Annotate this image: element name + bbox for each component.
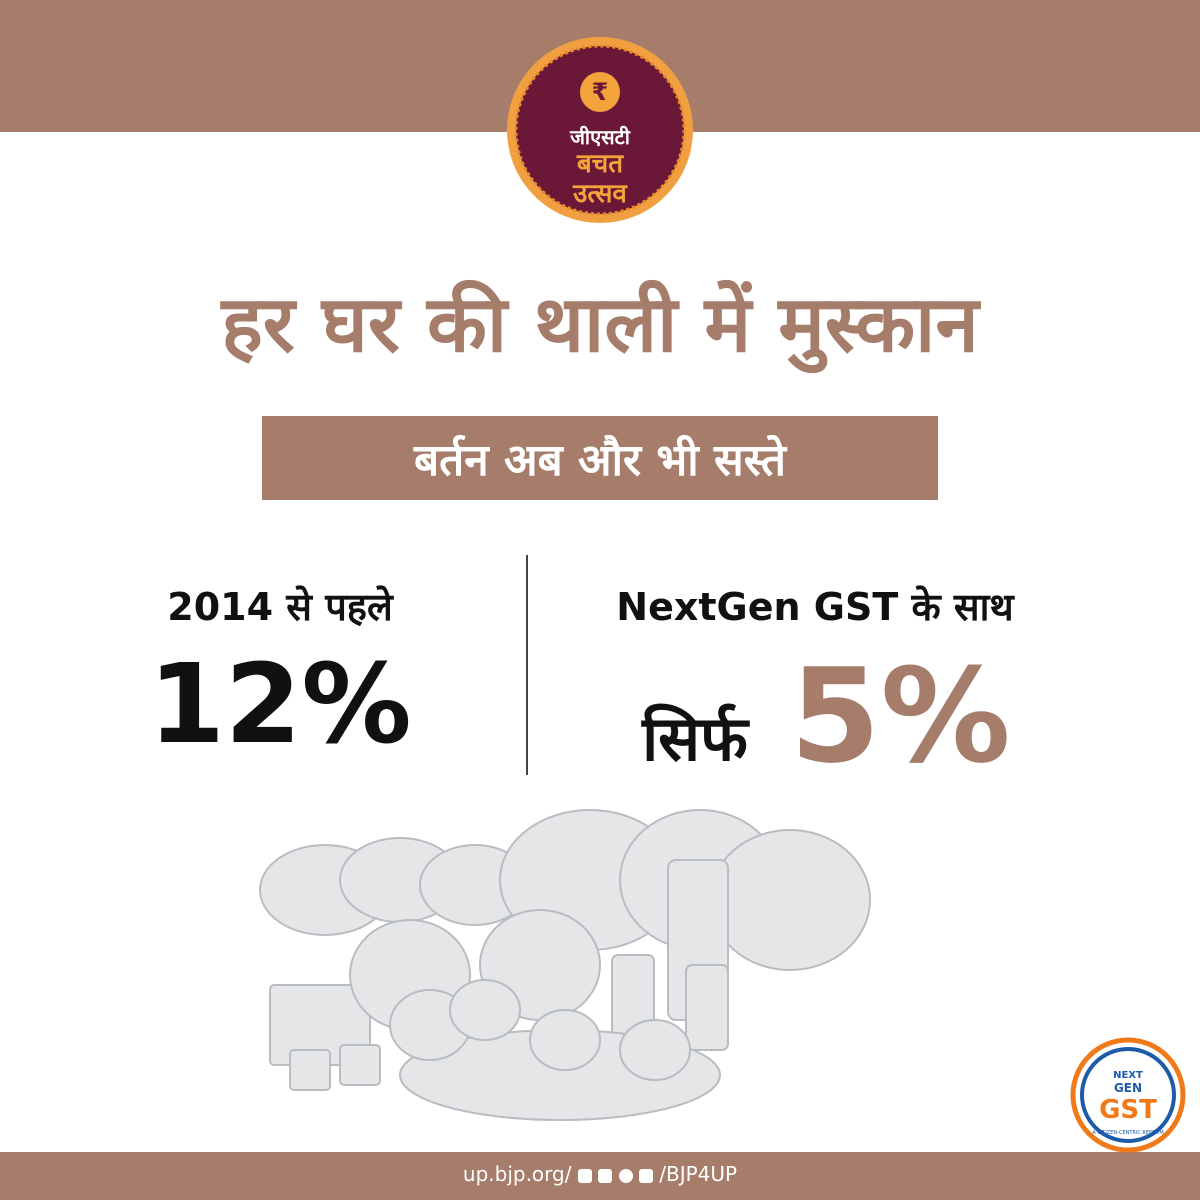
social-icon[interactable] (598, 1168, 613, 1183)
tableware-illustration (259, 809, 871, 1121)
social-icon[interactable] (638, 1168, 653, 1183)
badge-line1: NEXT (1113, 1070, 1143, 1081)
footer-site[interactable]: up.bjp.org/ (462, 1162, 572, 1186)
after-prefix: सिर्फ (642, 702, 748, 775)
badge-line2: GEN (1114, 1081, 1142, 1095)
logo-line2: बचत (576, 149, 624, 179)
subtitle: बर्तन अब और भी सस्ते (414, 435, 786, 486)
social-icon[interactable] (618, 1168, 633, 1183)
logo-rupee-drop (580, 72, 620, 112)
footer-links: up.bjp.org/ /BJP4UP (440, 1162, 760, 1186)
rupee-icon: ₹ (592, 78, 609, 106)
subtitle-box (262, 416, 938, 500)
badge-ring (1080, 1047, 1176, 1143)
title: हर घर की थाली में मुस्कान (221, 280, 979, 370)
logo-line1: जीएसटी (569, 125, 631, 149)
before-rate: 12% (148, 640, 412, 768)
badge-line3: GST (1099, 1095, 1157, 1125)
badge-tagline: A CITIZEN-CENTRIC REFORM (1092, 1130, 1163, 1136)
footer-handle[interactable]: /BJP4UP (659, 1162, 738, 1186)
logo-disc (514, 44, 686, 216)
before-label: 2014 से पहले (167, 585, 393, 629)
social-icon[interactable] (577, 1168, 592, 1183)
after-label: NextGen GST के साथ (616, 585, 1014, 629)
after-rate: 5% (790, 640, 1011, 792)
logo-line3: उत्सव (572, 179, 628, 209)
